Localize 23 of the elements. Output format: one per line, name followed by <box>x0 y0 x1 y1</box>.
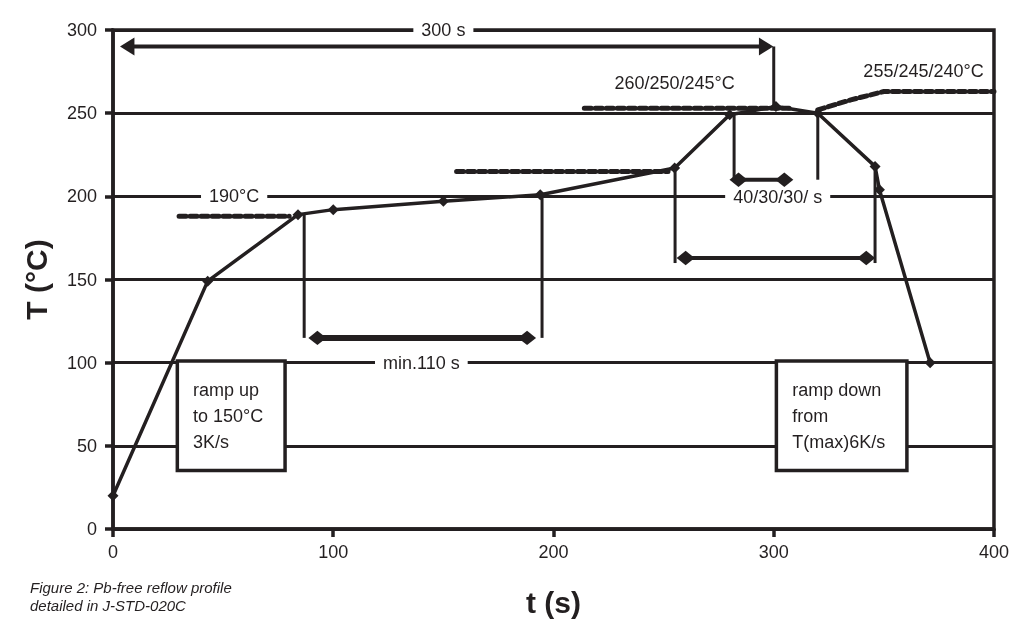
x-tick-label: 400 <box>978 542 1010 562</box>
annotation: 40/30/30/ s <box>733 186 823 207</box>
x-tick-label: 300 <box>758 542 789 562</box>
annotation: 260/250/245°C <box>614 73 735 94</box>
y-tick-label: 200 <box>66 186 97 207</box>
y-tick-label: 0 <box>86 519 97 539</box>
annotation: 190°C <box>209 186 260 207</box>
y-tick-label: 150 <box>66 269 97 290</box>
x-tick-label: 200 <box>538 542 569 562</box>
annotation: 255/245/240°C <box>863 61 984 82</box>
y-tick-label: 250 <box>66 103 97 124</box>
caption: Figure 2: Pb-free reflow profile detailed in J-STD-020C <box>30 578 236 614</box>
y-axis-title: T (°C) <box>19 239 53 320</box>
x-tick-label: 100 <box>318 542 349 562</box>
annotation: ramp up to 150°C 3K/s <box>193 379 264 452</box>
y-tick-label: 100 <box>66 352 97 373</box>
x-axis-title: t (s) <box>525 585 581 619</box>
annotation: 300 s <box>421 20 466 40</box>
y-tick-label: 300 <box>66 20 97 40</box>
x-tick-label: 0 <box>107 542 119 562</box>
annotation: ramp down from T(max)6K/s <box>792 379 886 452</box>
annotation: min.110 s <box>382 352 460 373</box>
y-tick-label: 50 <box>76 435 97 456</box>
